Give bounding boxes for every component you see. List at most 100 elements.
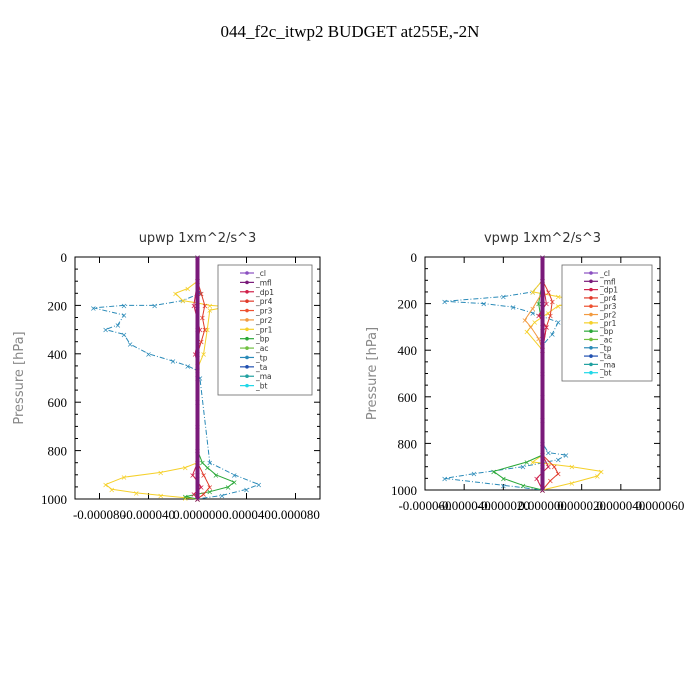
y-tick-label: 1000 [41,492,67,507]
y-tick-label: 600 [48,395,68,410]
legend-marker [245,308,249,313]
x-tick-label: -0.000040 [122,507,175,522]
data-point: × [522,316,529,325]
legend-label: _tp [599,344,612,353]
data-point: × [547,311,554,320]
data-point: × [204,464,211,473]
data-point: × [184,284,191,293]
series-line-bp [492,280,543,491]
legend-label: _pr1 [599,319,617,328]
x-tick-label: 0.000080 [271,507,320,522]
data-point: × [206,459,213,468]
legend-box [561,264,653,382]
data-point: × [184,362,191,371]
legend-marker [245,289,249,294]
y-tick-label: 0 [61,250,68,265]
data-point: × [201,326,208,335]
y-tick-label: 1000 [391,483,417,498]
data-point: × [194,447,201,456]
data-point: × [539,346,546,355]
data-point: × [133,489,140,498]
legend-label: _pr3 [599,302,617,311]
data-point: × [190,490,197,499]
data-point: × [545,309,552,318]
legend-marker [245,365,249,369]
data-point: × [121,311,128,320]
data-point: × [197,289,204,298]
data-point: × [170,357,177,366]
data-point: × [194,495,201,504]
data-point: × [539,486,546,495]
data-point: × [179,297,186,306]
y-axis-label: Pressure [hPa] [12,331,27,424]
data-point: × [529,458,536,467]
data-point: × [569,479,576,488]
data-point: × [555,302,562,311]
legend-label: _mfl [599,277,616,286]
data-point: × [520,481,527,490]
data-point: × [194,398,201,407]
data-point: × [194,495,201,504]
data-point: × [529,288,536,297]
data-point: × [523,328,530,337]
data-point: × [194,326,201,335]
x-tick-label: 0.000040 [222,507,271,522]
y-tick-label: 600 [398,390,418,405]
data-point: × [231,471,238,480]
legend-label: _pr2 [255,316,273,325]
data-point: × [115,321,122,330]
data-point: × [243,485,250,494]
legend-label: _ac [255,344,268,353]
data-point: × [529,304,536,313]
data-point: × [531,318,538,327]
data-point: × [198,338,205,347]
legend-label: _ta [255,363,267,372]
chart-title: vpwp 1xm^2/s^3 [484,231,601,246]
legend-marker [589,271,593,275]
data-point: × [539,323,546,332]
legend-marker [589,296,593,300]
data-point: × [90,304,97,313]
legend-marker [245,299,249,303]
data-point: × [157,491,164,500]
data-point: × [539,439,546,448]
data-point: × [535,335,542,344]
legend-label: _dp1 [255,288,274,297]
x-tick-label: 0.000000 [518,498,567,513]
data-point: × [204,326,211,335]
series-line-tp [444,279,568,491]
data-point: × [539,416,546,425]
data-point: × [520,463,527,472]
data-point: × [500,474,507,483]
data-point: × [194,374,201,383]
data-point: × [549,330,556,339]
x-tick-label: -0.000040 [438,498,491,513]
legend-marker [245,327,249,332]
y-tick-label: 800 [48,444,68,459]
data-point: × [543,323,550,332]
data-point: × [555,318,562,327]
data-point: × [535,300,542,309]
data-point: × [594,472,601,481]
legend-marker [589,354,593,358]
series-line-tp [93,281,261,500]
data-point: × [563,451,570,460]
data-point: × [539,486,546,495]
chart-panel-2: vpwp 1xm^2/s^3 Pressure [hPa] 0 200 400 600 80… [365,231,684,513]
data-point: × [549,297,556,306]
data-point: × [200,471,207,480]
data-point: × [533,474,540,483]
legend-label: _bt [599,369,612,378]
x-tick-label: -0.000020 [477,498,530,513]
legend-label: _mfl [255,278,272,287]
legend-marker [589,337,593,342]
data-point: × [172,289,179,298]
data-point: × [157,468,164,477]
data-point: × [200,350,207,359]
legend-marker [589,329,593,333]
legend-label: _pr2 [599,311,617,320]
legend-label: _bp [599,327,614,336]
data-point: × [206,301,213,310]
data-point: × [200,490,207,499]
legend-label: _bt [255,382,268,391]
